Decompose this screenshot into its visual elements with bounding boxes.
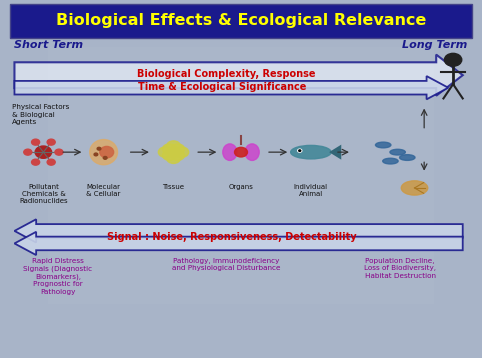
Ellipse shape [90, 140, 118, 165]
Text: Long Term: Long Term [402, 40, 468, 50]
Ellipse shape [245, 144, 259, 160]
Bar [357, 47, 376, 304]
Ellipse shape [383, 158, 398, 164]
Polygon shape [14, 232, 463, 255]
Bar [376, 47, 395, 304]
Circle shape [55, 149, 63, 155]
Bar [183, 47, 202, 304]
Circle shape [167, 147, 180, 157]
Circle shape [97, 147, 101, 150]
Circle shape [298, 149, 302, 152]
Circle shape [31, 139, 40, 145]
Bar [395, 47, 415, 304]
Circle shape [167, 141, 180, 151]
Polygon shape [14, 76, 448, 99]
Bar [48, 47, 67, 304]
Ellipse shape [100, 146, 114, 158]
Polygon shape [329, 145, 341, 160]
Text: Molecular
& Cellular: Molecular & Cellular [86, 184, 121, 197]
Bar [280, 47, 299, 304]
Text: Pathology, Immunodeficiency
and Physiological Disturbance: Pathology, Immunodeficiency and Physiolo… [172, 258, 281, 271]
Text: Population Decline,
Loss of Biodiversity,
Habitat Destruction: Population Decline, Loss of Biodiversity… [364, 258, 436, 279]
Circle shape [167, 153, 180, 164]
Ellipse shape [223, 144, 237, 160]
Circle shape [444, 53, 462, 66]
Bar [145, 47, 164, 304]
Bar [67, 47, 87, 304]
Circle shape [47, 159, 55, 165]
Bar [202, 47, 222, 304]
Bar [299, 47, 318, 304]
Bar [337, 47, 357, 304]
Text: Individual
Animal: Individual Animal [294, 184, 328, 197]
Bar [318, 47, 337, 304]
Circle shape [158, 147, 172, 157]
Circle shape [35, 146, 52, 158]
Circle shape [175, 147, 189, 157]
Text: Tissue: Tissue [162, 184, 185, 190]
Ellipse shape [375, 142, 391, 148]
Ellipse shape [390, 149, 405, 155]
Polygon shape [14, 54, 463, 96]
Bar [164, 47, 183, 304]
Circle shape [235, 147, 247, 157]
Text: Biological Complexity, Response: Biological Complexity, Response [137, 69, 316, 79]
Circle shape [24, 149, 32, 155]
Bar [260, 47, 280, 304]
Bar [106, 47, 125, 304]
Circle shape [299, 150, 301, 151]
Circle shape [162, 144, 176, 154]
Circle shape [171, 150, 185, 160]
Bar [125, 47, 145, 304]
Bar [415, 47, 434, 304]
Bar [222, 47, 241, 304]
Text: Pollutant
Chemicals &
Radionuclides: Pollutant Chemicals & Radionuclides [19, 184, 67, 204]
Text: Physical Factors
& Biological
Agents: Physical Factors & Biological Agents [12, 104, 69, 125]
Circle shape [171, 144, 185, 154]
Bar [241, 47, 260, 304]
Text: Time & Ecological Significance: Time & Ecological Significance [137, 82, 306, 92]
Circle shape [47, 139, 55, 145]
Circle shape [31, 159, 40, 165]
Bar [87, 47, 106, 304]
Text: Biological Effects & Ecological Relevance: Biological Effects & Ecological Relevanc… [56, 13, 426, 28]
Ellipse shape [291, 145, 331, 159]
Text: Signal : Noise, Responsiveness, Detectability: Signal : Noise, Responsiveness, Detectab… [107, 232, 356, 242]
Circle shape [103, 156, 107, 159]
Text: Rapid Distress
Signals (Diagnostic
Biomarkers),
Prognostic for
Pathology: Rapid Distress Signals (Diagnostic Bioma… [23, 258, 93, 295]
Text: Short Term: Short Term [14, 40, 83, 50]
FancyBboxPatch shape [10, 4, 472, 38]
Circle shape [162, 150, 176, 160]
Circle shape [94, 153, 98, 156]
Text: Organs: Organs [228, 184, 254, 190]
Ellipse shape [400, 155, 415, 160]
Polygon shape [14, 219, 463, 243]
Ellipse shape [401, 181, 428, 195]
